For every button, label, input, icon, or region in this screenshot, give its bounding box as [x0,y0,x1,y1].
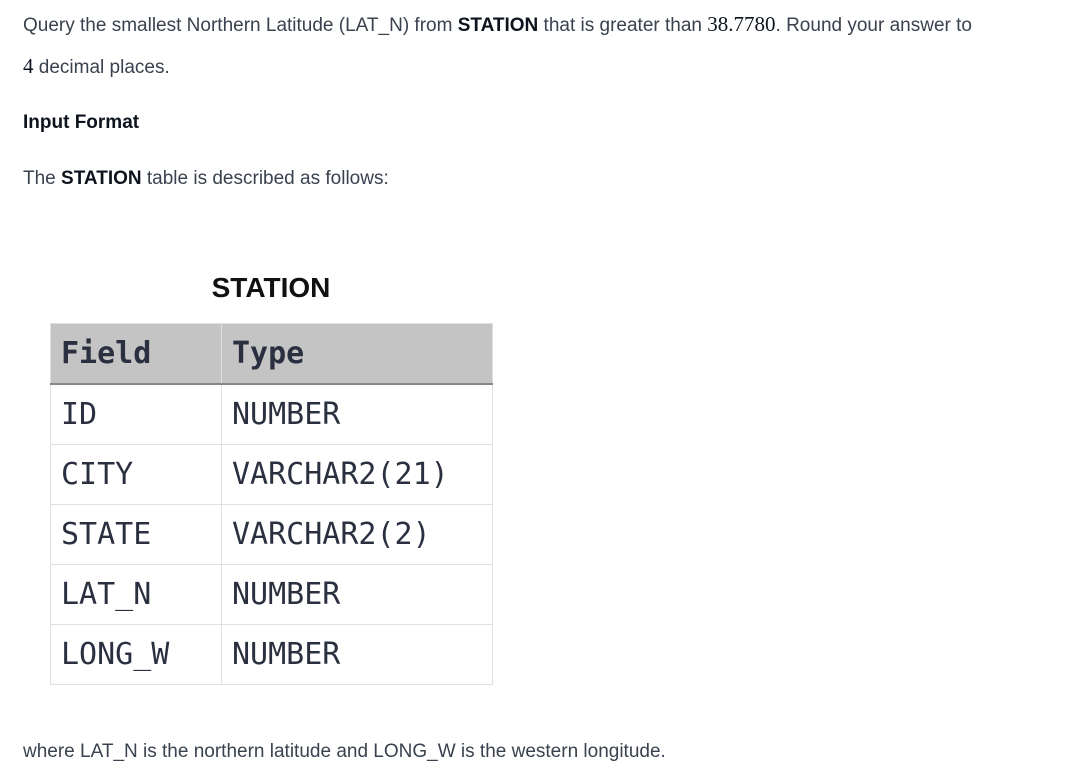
table-caption: STATION [211,272,331,303]
header-field: Field [50,323,222,385]
type-cell: NUMBER [221,383,493,445]
text: table is described as follows: [141,168,389,189]
text: decimal places. [33,57,170,78]
field-cell: STATE [50,504,222,565]
problem-statement-line2: 4 decimal places. [23,54,170,79]
header-type: Type [221,323,493,385]
text: that is greater than [538,15,708,36]
type-cell: VARCHAR2(21) [221,444,493,505]
input-format-description: The STATION table is described as follow… [23,168,389,190]
table-name: STATION [61,168,142,189]
table-row: LONG_W NUMBER [50,624,493,685]
table-row: CITY VARCHAR2(21) [50,444,493,505]
field-cell: LONG_W [50,624,222,685]
field-cell: LAT_N [50,564,222,625]
station-schema-table: Field Type ID NUMBER CITY VARCHAR2(21) STA… [50,323,493,685]
table-row: LAT_N NUMBER [50,564,493,625]
field-cell: ID [50,383,222,445]
field-cell: CITY [50,444,222,505]
table-row: ID NUMBER [50,383,493,445]
text: . Round your answer to [775,15,972,36]
type-cell: NUMBER [221,564,493,625]
type-cell: VARCHAR2(2) [221,504,493,565]
threshold-value: 38.7780 [707,12,776,36]
input-format-heading: Input Format [23,112,140,133]
type-cell: NUMBER [221,624,493,685]
table-row: STATE VARCHAR2(2) [50,504,493,565]
text: Query the smallest Northern Latitude (LA… [23,15,458,36]
decimal-count: 4 [23,54,34,78]
problem-statement-line1: Query the smallest Northern Latitude (LA… [23,12,972,37]
table-name: STATION [457,15,539,36]
text: The [23,168,62,189]
table-header-row: Field Type [50,323,493,385]
footer-note: where LAT_N is the northern latitude and… [23,741,666,762]
